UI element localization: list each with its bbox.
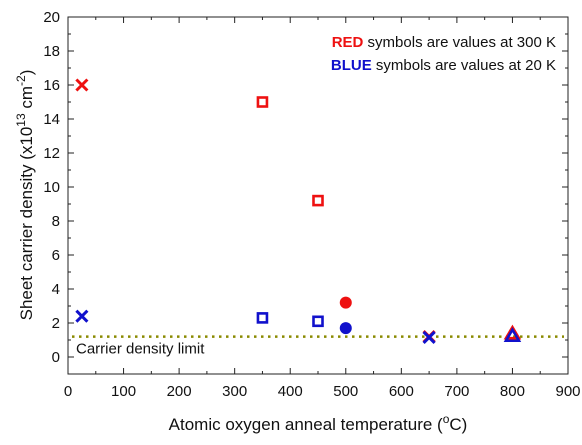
y-tick-label: 18 (43, 43, 60, 60)
y-tick-label: 0 (52, 349, 60, 366)
x-tick-label: 500 (333, 383, 358, 400)
legend-entry-red: RED symbols are values at 300 K (332, 34, 556, 51)
x-axis-label: Atomic oxygen anneal temperature (oC) (169, 412, 468, 434)
x-tick-label: 800 (500, 383, 525, 400)
y-axis-label: Sheet carrier density (x1013 cm-2) (14, 70, 36, 321)
x-tick-label: 200 (167, 383, 192, 400)
red-square-marker (256, 96, 269, 108)
red-x-marker (75, 78, 89, 92)
blue-square-marker (256, 312, 269, 324)
blue-triangle-marker (503, 327, 522, 343)
x-tick-label: 400 (278, 383, 303, 400)
y-tick-label: 14 (43, 111, 60, 128)
y-tick-label: 12 (43, 145, 60, 162)
x-tick-label: 100 (111, 383, 136, 400)
blue-square-marker (312, 315, 324, 328)
y-tick-label: 8 (52, 213, 60, 230)
x-tick-label: 0 (64, 383, 72, 400)
y-tick-label: 2 (52, 315, 60, 332)
carrier-density-limit-label: Carrier density limit (76, 341, 205, 358)
x-tick-label: 300 (222, 383, 247, 400)
x-tick-label: 900 (555, 383, 580, 400)
axis-ticks: 0 100 200 300 400 500 600 700 800 900 0 2 4 6 8 10 12 14 1… (43, 9, 580, 400)
legend-text-blue: symbols are values at 20 K (372, 57, 556, 74)
legend-keyword-blue: BLUE (331, 57, 372, 74)
x-tick-label: 700 (444, 383, 469, 400)
y-tick-label: 6 (52, 247, 60, 264)
data-points (75, 78, 522, 345)
y-tick-label: 10 (43, 179, 60, 196)
red-square-marker (312, 194, 324, 207)
blue-x-marker (75, 309, 89, 323)
x-tick-label: 600 (389, 383, 414, 400)
y-tick-label: 4 (52, 281, 60, 298)
blue-circle-marker (339, 322, 352, 335)
y-tick-label: 20 (43, 9, 60, 26)
legend-text-red: symbols are values at 300 K (363, 34, 556, 51)
red-circle-marker (339, 296, 352, 309)
reference-line-group: Carrier density limit (72, 335, 564, 358)
legend-entry-blue: BLUE symbols are values at 20 K (331, 57, 556, 74)
y-tick-label: 16 (43, 77, 60, 94)
blue-x-marker (422, 330, 436, 345)
legend-keyword-red: RED (332, 34, 364, 51)
